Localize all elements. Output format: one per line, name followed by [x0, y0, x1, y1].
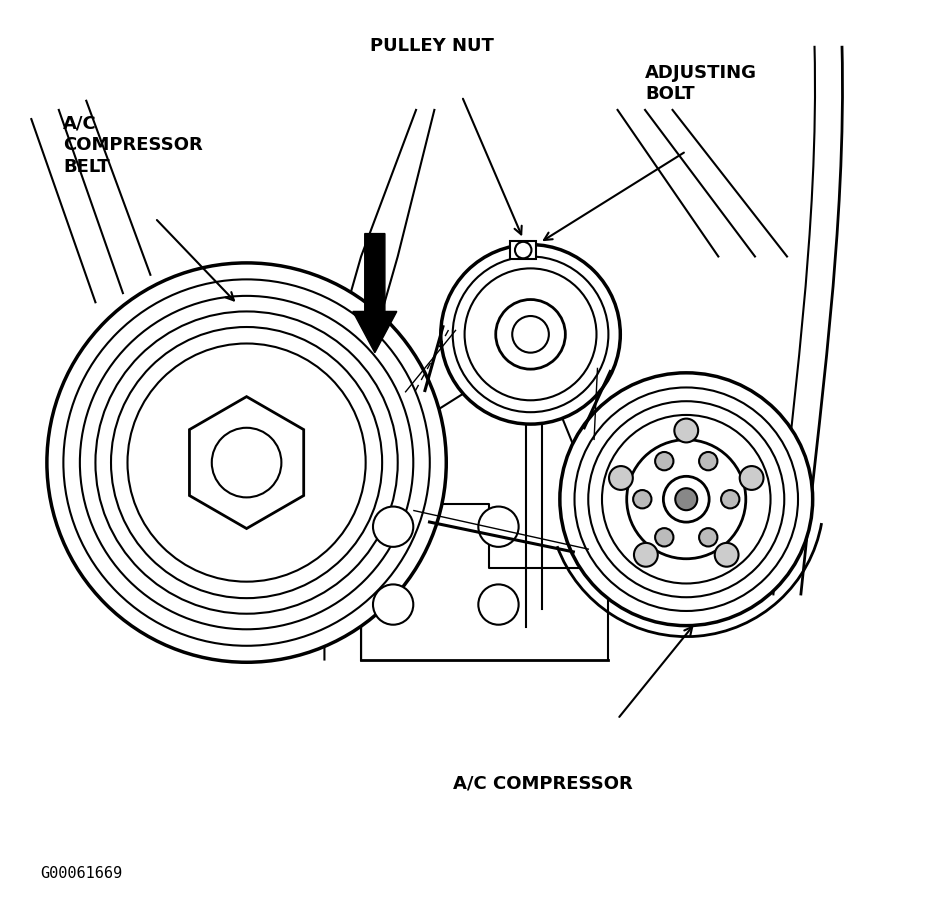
Circle shape — [464, 268, 596, 400]
Circle shape — [479, 584, 519, 625]
Circle shape — [663, 476, 709, 522]
Circle shape — [95, 311, 398, 614]
Circle shape — [111, 327, 382, 598]
FancyArrow shape — [353, 234, 397, 353]
Circle shape — [441, 245, 621, 424]
Circle shape — [721, 490, 739, 508]
Circle shape — [699, 529, 718, 547]
Circle shape — [655, 529, 674, 547]
Circle shape — [633, 490, 652, 508]
Circle shape — [675, 488, 697, 510]
Circle shape — [699, 452, 718, 470]
Circle shape — [212, 428, 282, 497]
Circle shape — [560, 373, 813, 626]
Text: A/C COMPRESSOR: A/C COMPRESSOR — [453, 774, 632, 792]
Circle shape — [127, 344, 365, 582]
Circle shape — [674, 419, 698, 442]
Text: G00061669: G00061669 — [41, 866, 122, 880]
Bar — [511, 241, 536, 259]
Circle shape — [588, 401, 785, 597]
Circle shape — [575, 387, 798, 611]
Circle shape — [655, 452, 674, 470]
Circle shape — [602, 415, 771, 583]
Circle shape — [512, 316, 549, 353]
Text: A/C
COMPRESSOR
BELT: A/C COMPRESSOR BELT — [63, 114, 203, 176]
Text: PULLEY NUT: PULLEY NUT — [370, 37, 495, 55]
Circle shape — [495, 300, 565, 369]
Circle shape — [739, 466, 764, 490]
Circle shape — [80, 296, 414, 629]
Circle shape — [373, 507, 414, 547]
Circle shape — [715, 543, 739, 567]
Circle shape — [626, 440, 746, 559]
Circle shape — [453, 256, 609, 412]
Circle shape — [47, 263, 447, 662]
Text: ADJUSTING
BOLT: ADJUSTING BOLT — [645, 64, 757, 103]
Polygon shape — [189, 397, 303, 529]
Circle shape — [479, 507, 519, 547]
Circle shape — [515, 242, 531, 258]
Circle shape — [634, 543, 658, 567]
Circle shape — [63, 279, 430, 646]
Circle shape — [609, 466, 633, 490]
Circle shape — [373, 584, 414, 625]
